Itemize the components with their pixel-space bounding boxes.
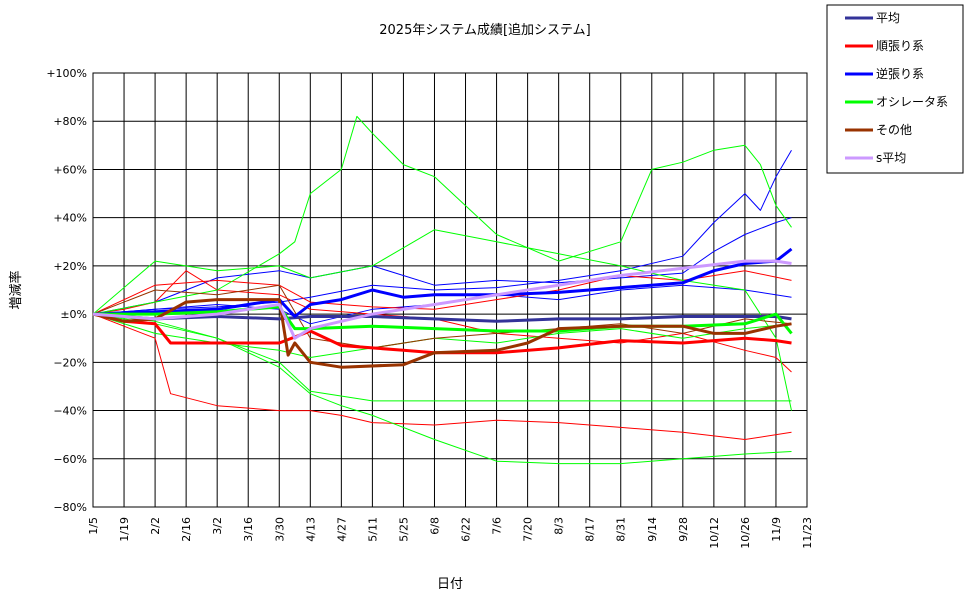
- legend-label: 逆張り系: [876, 66, 924, 81]
- series-line-main: [92, 247, 793, 318]
- series-lines: [92, 115, 793, 465]
- x-tick-label: 3/2: [211, 517, 224, 535]
- y-tick-label: +40%: [53, 212, 87, 225]
- x-tick-label: 6/8: [428, 517, 441, 535]
- legend-label: 順張り系: [876, 39, 924, 53]
- x-tick-label: 3/16: [242, 517, 255, 542]
- legend-label: 平均: [876, 11, 900, 25]
- plot-area: [92, 72, 808, 508]
- x-tick-label: 11/9: [770, 517, 783, 542]
- legend-label: その他: [876, 123, 912, 137]
- y-axis-label: 増減率: [8, 270, 24, 309]
- y-tick-label: −80%: [53, 501, 87, 514]
- series-line-main: [92, 259, 792, 340]
- x-tick-label: 4/13: [304, 517, 317, 542]
- y-tick-label: +20%: [53, 260, 87, 273]
- y-tick-label: ±0%: [60, 308, 87, 321]
- x-tick-label: 5/11: [366, 517, 379, 542]
- x-tick-labels: 1/5 1/19 2/2 2/16 3/2 3/16 3/30 4/13 4/27 5/11 5/2…: [87, 517, 814, 549]
- x-tick-label: 10/12: [708, 517, 721, 549]
- x-tick-label: 8/17: [584, 517, 597, 542]
- x-tick-label: 1/19: [118, 517, 131, 542]
- series-line-main: [92, 312, 792, 355]
- x-tick-label: 4/27: [335, 517, 348, 542]
- x-tick-label: 8/3: [553, 517, 566, 535]
- series-line-main: [92, 298, 792, 369]
- x-tick-label: 10/26: [739, 517, 752, 549]
- series-line-system: [92, 115, 792, 315]
- legend-label: s平均: [876, 151, 906, 165]
- x-tick-label: 1/5: [87, 517, 100, 535]
- legend-box: [826, 4, 964, 174]
- x-tick-label: 8/31: [615, 517, 628, 542]
- x-tick-label: 2/2: [149, 517, 162, 535]
- series-line-main: [92, 312, 792, 323]
- x-tick-label: 5/25: [397, 517, 410, 542]
- legend-label: オシレータ系: [876, 95, 948, 109]
- series-line-system: [92, 313, 792, 440]
- y-tick-label: −20%: [53, 356, 87, 369]
- x-tick-label: 11/23: [801, 517, 814, 549]
- y-tick-label: −60%: [53, 453, 87, 466]
- x-tick-label: 7/20: [522, 517, 535, 542]
- x-tick-label: 3/30: [273, 517, 286, 542]
- x-tick-label: 9/14: [646, 517, 659, 542]
- x-axis-label: 日付: [437, 577, 463, 592]
- x-tick-label: 7/6: [491, 517, 504, 535]
- y-tick-label: −40%: [53, 405, 87, 418]
- y-tick-labels: +100% +80% +60% +40% +20% ±0% −20% −40% −60% −80%: [46, 67, 87, 514]
- series-line-system: [92, 229, 792, 411]
- chart-title: 2025年システム成績[追加システム]: [379, 22, 590, 38]
- y-tick-label: +60%: [53, 163, 87, 176]
- series-line-system: [92, 217, 792, 315]
- y-tick-label: +80%: [53, 115, 87, 128]
- x-tick-label: 2/16: [180, 517, 193, 542]
- x-tick-label: 6/22: [460, 517, 473, 542]
- y-tick-label: +100%: [46, 67, 87, 80]
- series-line-system: [92, 284, 792, 349]
- x-tick-label: 9/28: [677, 517, 690, 542]
